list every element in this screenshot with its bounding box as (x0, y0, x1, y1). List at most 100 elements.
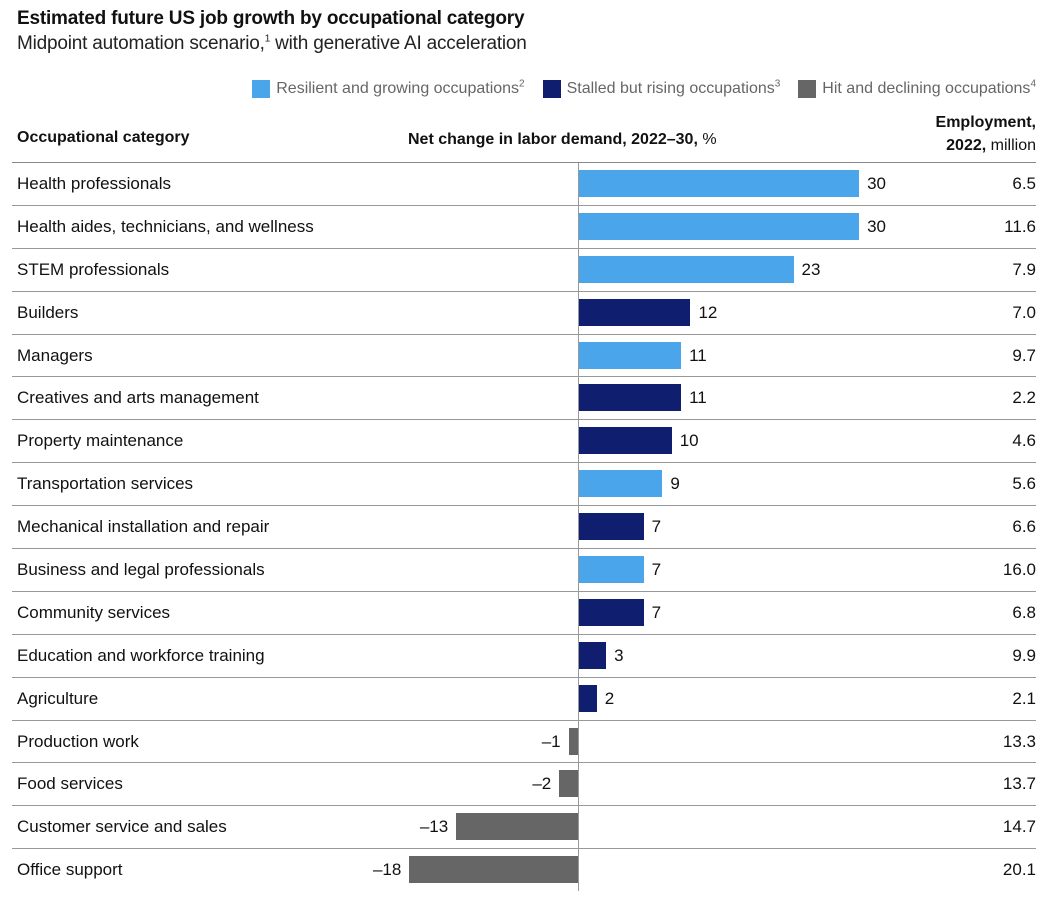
bar-value-label: 7 (651, 517, 662, 537)
legend-swatch-hit (798, 80, 817, 98)
employment-value: 7.0 (1012, 302, 1036, 322)
table-row: Mechanical installation and repair 7 6.6 (12, 506, 1036, 550)
bar-value-label: 2 (604, 688, 615, 708)
bar (578, 641, 607, 669)
legend-label-stalled: Stalled but rising occupations3 (566, 78, 781, 97)
legend-swatch-stalled (542, 80, 561, 98)
bar (559, 770, 578, 798)
bar-value-label: 30 (867, 174, 887, 193)
bar (578, 212, 860, 240)
zero-axis-line (578, 163, 579, 891)
legend-item-hit: Hit and declining occupations4 (798, 78, 1036, 98)
category-label: Property maintenance (17, 431, 184, 451)
bar-value-label: 3 (614, 645, 624, 665)
bar (456, 813, 578, 841)
category-label: Health professionals (17, 174, 172, 193)
table-row: Managers 11 9.7 (12, 335, 1036, 378)
legend-label-resilient: Resilient and growing occupations2 (276, 78, 525, 97)
legend-item-stalled: Stalled but rising occupations3 (542, 78, 781, 98)
legend: Resilient and growing occupations2 Stall… (252, 78, 1036, 98)
table-row: Production work –1 13.3 (12, 721, 1036, 764)
employment-value: 16.0 (1002, 560, 1036, 580)
bar-value-label: –1 (541, 731, 561, 751)
bar (578, 341, 682, 369)
chart-rows: Health professionals 30 6.5 Health aides, t… (12, 163, 1036, 892)
bar (409, 856, 578, 884)
employment-value: 4.6 (1012, 431, 1036, 451)
bar (578, 470, 663, 498)
category-label: Production work (17, 731, 139, 751)
table-top-rule (12, 162, 1036, 163)
category-label: Office support (17, 860, 123, 880)
category-label: Managers (17, 345, 93, 365)
table-row: Agriculture 2 2.1 (12, 678, 1036, 721)
category-label: Customer service and sales (17, 817, 227, 837)
bar-value-label: 10 (679, 431, 699, 451)
category-label: Builders (17, 302, 79, 322)
bar (578, 598, 644, 626)
table-row: Builders 12 7.0 (12, 292, 1036, 335)
bar-value-label: 12 (698, 302, 718, 322)
bar (578, 384, 682, 412)
bar (578, 298, 691, 326)
table-row: Education and workforce training 3 9.9 (12, 635, 1036, 678)
column-header-net-change: Net change in labor demand, 2022–30, % (408, 131, 717, 148)
legend-item-resilient: Resilient and growing occupations2 (252, 78, 525, 98)
table-row: Food services –2 13.7 (12, 763, 1036, 807)
bar-value-label: 11 (689, 345, 707, 365)
table-row: Property maintenance 10 4.6 (12, 420, 1036, 464)
bar-value-label: 30 (867, 216, 887, 236)
table-row: Office support –18 20.1 (12, 849, 1036, 892)
chart-subtitle: Midpoint automation scenario,1 with gene… (17, 33, 527, 55)
bar-value-label: 9 (670, 474, 680, 494)
bar-value-label: 23 (801, 259, 821, 279)
bar (578, 556, 644, 584)
table-row: Business and legal professionals 7 16.0 (12, 549, 1036, 592)
bar-value-label: 7 (651, 560, 662, 580)
bar-value-label: 11 (689, 388, 707, 408)
employment-value: 9.7 (1012, 345, 1036, 365)
bar-value-label: –18 (372, 860, 402, 880)
legend-label-hit: Hit and declining occupations4 (822, 78, 1036, 97)
column-header-category: Occupational category (17, 129, 190, 146)
employment-value: 14.7 (1002, 817, 1036, 837)
employment-value: 6.5 (1012, 174, 1036, 193)
footnote-1: 1 (264, 33, 271, 45)
employment-value: 5.6 (1012, 474, 1036, 494)
bar (578, 255, 794, 283)
table-row: Community services 7 6.8 (12, 592, 1036, 635)
employment-value: 7.9 (1012, 259, 1036, 279)
bar (578, 427, 672, 455)
bar (578, 170, 860, 197)
bar (578, 513, 644, 541)
chart-title: Estimated future US job growth by occupa… (17, 8, 525, 29)
table-row: STEM professionals 23 7.9 (12, 249, 1036, 292)
employment-value: 2.1 (1012, 688, 1036, 708)
table-row: Health aides, technicians, and wellness 3… (12, 206, 1036, 249)
bar (568, 727, 578, 755)
category-label: Mechanical installation and repair (17, 517, 270, 537)
bar-value-label: 7 (651, 602, 662, 622)
employment-value: 6.6 (1012, 517, 1036, 537)
bar-value-label: –2 (532, 774, 552, 794)
table-row: Transportation services 9 5.6 (12, 463, 1036, 507)
column-header-employment: Employment, 2022, million (935, 114, 1036, 154)
employment-value: 6.8 (1012, 602, 1036, 622)
table-row: Customer service and sales –13 14.7 (12, 806, 1036, 850)
category-label: Creatives and arts management (17, 388, 259, 408)
table-row: Creatives and arts management 11 2.2 (12, 377, 1036, 421)
category-label: Community services (17, 602, 171, 622)
employment-value: 13.7 (1002, 774, 1036, 794)
employment-value: 20.1 (1002, 860, 1036, 880)
subtitle-rest: with generative AI acceleration (270, 33, 527, 54)
legend-swatch-resilient (252, 80, 271, 98)
category-label: Health aides, technicians, and wellness (17, 216, 314, 236)
table-row: Health professionals 30 6.5 (12, 163, 1036, 206)
employment-value: 2.2 (1012, 388, 1036, 408)
category-label: Business and legal professionals (17, 560, 265, 580)
employment-value: 11.6 (1004, 216, 1036, 236)
category-label: Agriculture (17, 688, 99, 708)
employment-value: 9.9 (1012, 645, 1036, 665)
employment-value: 13.3 (1002, 731, 1036, 751)
category-label: Education and workforce training (17, 645, 265, 665)
